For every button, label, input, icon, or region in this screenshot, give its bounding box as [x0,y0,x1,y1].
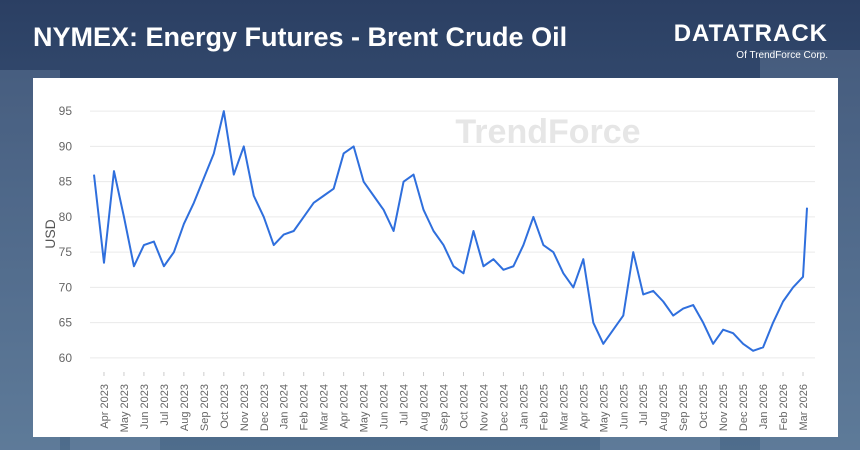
x-tick-label: Jan 2025 [518,384,530,429]
y-tick-label: 75 [59,245,73,259]
x-tick-label: May 2025 [598,384,610,432]
y-tick-label: 60 [59,351,73,365]
x-tick-label: Jul 2023 [159,384,171,426]
x-tick-label: Oct 2023 [219,384,231,429]
x-tick-label: Nov 2024 [478,384,490,431]
x-tick-label: Feb 2024 [299,384,311,430]
x-tick-label: Jul 2025 [638,384,650,426]
x-tick-label: Oct 2024 [458,384,470,429]
watermark: TrendForce [455,113,640,151]
price-line [93,110,809,352]
y-tick-label: 80 [59,210,73,224]
x-tick-label: Dec 2023 [259,384,271,431]
x-tick-label: Apr 2024 [339,384,351,429]
chart: TrendForce USD 60 65 70 75 80 85 90 95 Apr 2023 M… [42,104,815,432]
x-tick-label: Mar 2024 [319,384,331,430]
y-tick-label: 70 [59,280,73,294]
chart-panel: TrendForce USD 60 65 70 75 80 85 90 95 Apr 2023 M… [33,78,838,437]
page-title: NYMEX: Energy Futures - Brent Crude Oil [33,22,568,52]
y-tick-label: 85 [59,175,73,189]
y-tick-label: 95 [59,104,73,118]
x-tick-label: Sep 2024 [439,384,451,431]
x-tick-label: Apr 2025 [578,384,590,429]
x-tick-label: Sep 2025 [678,384,690,431]
y-axis-label: USD [42,219,58,249]
x-tick-label: Mar 2026 [798,384,810,430]
x-tick-label: Jan 2026 [758,384,770,429]
x-tick-label: Nov 2025 [718,384,730,431]
x-tick-label: May 2024 [359,384,371,432]
logo-main: DATATRACK [673,20,828,47]
x-tick-label: May 2023 [119,384,131,432]
x-tick-label: Dec 2025 [738,384,750,431]
logo: DATATRACK Of TrendForce Corp. [674,20,828,61]
x-tick-label: Aug 2023 [179,384,191,431]
x-tick-label: Jan 2024 [279,384,291,429]
x-tick-label: Aug 2025 [658,384,670,431]
x-tick-label: Mar 2025 [558,384,570,430]
y-tick-label: 65 [59,316,73,330]
y-tick-label: 90 [59,139,73,153]
x-tick-label: Sep 2023 [199,384,211,431]
x-tick-label: Apr 2023 [99,384,111,429]
x-tick-label: Jun 2024 [379,384,391,429]
x-tick-label: Oct 2025 [698,384,710,429]
x-tick-label: Dec 2024 [498,384,510,431]
x-tick-label: Aug 2024 [419,384,431,431]
x-tick-label: Feb 2025 [538,384,550,430]
x-tick-label: Feb 2026 [778,384,790,430]
logo-sub: Of TrendForce Corp. [736,50,828,61]
x-tick-label: Jul 2024 [399,384,411,426]
x-tick-label: Nov 2023 [239,384,251,431]
x-tick-label: Jun 2025 [618,384,630,429]
x-tick-label: Jun 2023 [139,384,151,429]
